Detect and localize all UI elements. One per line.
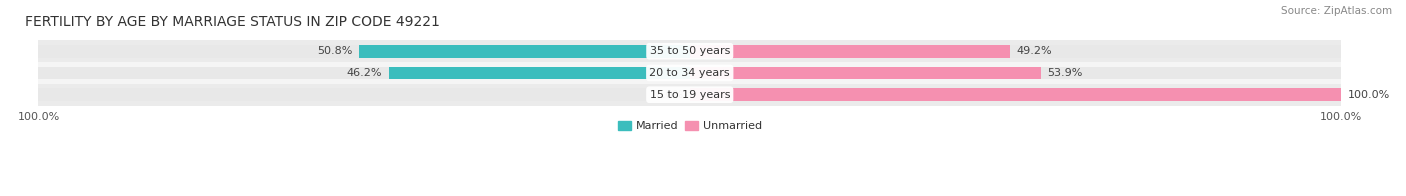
Bar bbox=[690, 67, 1040, 79]
Text: 0.0%: 0.0% bbox=[655, 90, 683, 100]
Bar bbox=[389, 67, 690, 79]
Text: 100.0%: 100.0% bbox=[1347, 90, 1389, 100]
Text: Source: ZipAtlas.com: Source: ZipAtlas.com bbox=[1281, 6, 1392, 16]
Text: 20 to 34 years: 20 to 34 years bbox=[650, 68, 730, 78]
Bar bbox=[38, 45, 1341, 58]
Bar bbox=[38, 88, 1341, 101]
Text: 50.8%: 50.8% bbox=[316, 46, 353, 56]
Bar bbox=[690, 88, 1341, 101]
Text: 49.2%: 49.2% bbox=[1017, 46, 1052, 56]
Bar bbox=[38, 67, 1341, 79]
Bar bbox=[359, 45, 690, 58]
Text: 35 to 50 years: 35 to 50 years bbox=[650, 46, 730, 56]
Text: 46.2%: 46.2% bbox=[347, 68, 382, 78]
Bar bbox=[690, 45, 1010, 58]
Text: FERTILITY BY AGE BY MARRIAGE STATUS IN ZIP CODE 49221: FERTILITY BY AGE BY MARRIAGE STATUS IN Z… bbox=[25, 15, 440, 29]
Bar bbox=[38, 40, 1341, 62]
Legend: Married, Unmarried: Married, Unmarried bbox=[613, 116, 766, 136]
Bar bbox=[38, 62, 1341, 84]
Text: 15 to 19 years: 15 to 19 years bbox=[650, 90, 730, 100]
Bar bbox=[38, 84, 1341, 106]
Text: 53.9%: 53.9% bbox=[1047, 68, 1083, 78]
